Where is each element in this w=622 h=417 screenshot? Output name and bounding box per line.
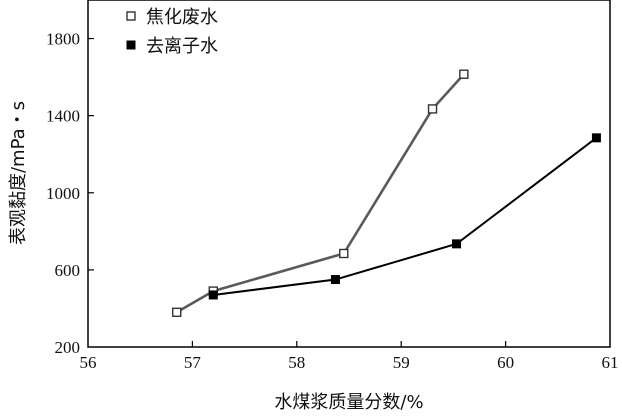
data-point-open-square (427, 104, 438, 114)
y-axis-title: 表观黏度/mPa・s (8, 101, 29, 245)
legend-label-deionized-water: 去离子水 (146, 36, 218, 57)
x-tick-label: 59 (393, 353, 410, 372)
data-point-filled-square (591, 133, 601, 143)
x-tick-label: 56 (80, 353, 97, 372)
x-tick-label: 60 (497, 353, 514, 372)
legend: 焦化废水 去离子水 (126, 7, 218, 57)
data-point-filled-square (330, 275, 340, 285)
y-tick-label: 1400 (46, 107, 80, 126)
y-tick-label: 1800 (46, 30, 80, 49)
y-axis-ticks: 200 600 1000 1400 1800 (46, 30, 94, 357)
series-layer (172, 69, 601, 317)
x-axis-title: 水煤浆质量分数/% (274, 392, 423, 413)
legend-label-coking-wastewater: 焦化废水 (146, 7, 218, 28)
plot-frame (87, 0, 611, 348)
y-tick-label: 1000 (46, 184, 80, 203)
data-point-open-square (339, 248, 349, 259)
y-tick-label: 600 (55, 261, 81, 280)
x-axis-ticks: 56 57 58 59 60 61 (80, 341, 619, 372)
data-point-filled-square (208, 290, 218, 300)
data-point-open-square (459, 69, 469, 79)
data-point-filled-square (452, 239, 462, 249)
series-line (213, 137, 598, 296)
data-point-open-square (172, 307, 182, 317)
y-tick-label: 200 (55, 338, 81, 357)
legend-marker-open-square (126, 11, 136, 21)
x-tick-label: 57 (184, 353, 202, 372)
x-tick-label: 61 (602, 353, 619, 372)
legend-marker-filled-square (126, 40, 136, 50)
series-line (176, 73, 465, 314)
x-tick-label: 58 (288, 353, 305, 372)
